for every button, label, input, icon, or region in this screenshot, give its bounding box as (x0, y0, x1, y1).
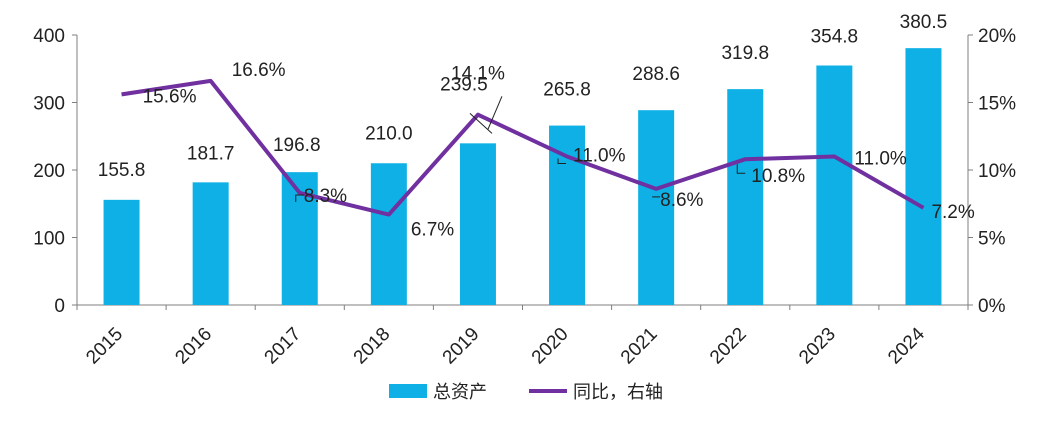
data-labels-group: 155.8 181.7 196.8 210.0 239.5 265.8 288.6 319.8… (98, 12, 975, 240)
right-tick-label: 0% (978, 296, 1006, 317)
right-tick-label: 20% (978, 26, 1016, 47)
right-tick-label: 5% (978, 229, 1006, 250)
bar-value-label: 196.8 (273, 135, 321, 156)
label-leader (295, 194, 304, 202)
x-tick-label: 2024 (884, 323, 929, 368)
bar-value-label: 380.5 (900, 12, 948, 33)
label-leader (736, 164, 746, 174)
line-group (121, 78, 925, 217)
line-value-label: 8.6% (660, 190, 703, 211)
bars-group (103, 48, 942, 306)
bar-value-label: 181.7 (187, 143, 235, 164)
bar-2023 (816, 65, 853, 305)
left-tick-label: 200 (33, 161, 65, 182)
bar-value-label: 288.6 (632, 64, 680, 85)
leader-line (469, 112, 493, 134)
bar-value-label: 239.5 (440, 74, 488, 95)
line-value-label: 8.3% (304, 186, 347, 207)
legend: 总资产 同比，右轴 (389, 382, 663, 403)
line-value-label: 16.6% (232, 60, 286, 81)
x-tick-label: 2019 (439, 324, 484, 369)
x-tick-label: 2016 (171, 324, 216, 369)
x-tick-label: 2022 (706, 324, 751, 369)
x-tick-label: 2021 (617, 324, 662, 369)
left-tick-label: 400 (33, 26, 65, 47)
axes: 0 100 200 300 400 0% 5% 10% 15% 20% 2015 2016 2017 20… (33, 26, 1016, 368)
x-tick-label: 2015 (82, 324, 127, 369)
x-tick-label: 2023 (795, 324, 840, 369)
bar-value-label: 354.8 (811, 27, 859, 48)
bar-2019 (459, 143, 496, 305)
bar-2024 (905, 48, 942, 305)
x-tick-label: 2018 (350, 324, 395, 369)
legend-swatch-bar (389, 384, 427, 398)
bar-2021 (638, 110, 675, 305)
label-leader (557, 158, 567, 164)
leader-line (487, 96, 503, 130)
x-tick-label: 2017 (261, 324, 306, 369)
bar-2018 (370, 163, 407, 305)
line-value-label: 11.0% (854, 149, 907, 170)
line-value-label: 10.8% (751, 166, 805, 187)
left-tick-label: 100 (33, 229, 65, 250)
x-tick-label: 2020 (528, 324, 573, 369)
right-tick-label: 10% (978, 161, 1016, 182)
legend-label-line: 同比，右轴 (573, 382, 663, 403)
line-value-label: 7.2% (931, 202, 974, 223)
bar-value-label: 265.8 (543, 80, 591, 101)
line-value-label: 15.6% (143, 86, 197, 107)
bar-2022 (727, 89, 764, 305)
bar-2015 (103, 199, 140, 305)
line-value-label: 14.1% (451, 64, 505, 85)
yoy-line (121, 78, 925, 217)
line-value-label: 6.7% (411, 220, 454, 241)
bar-value-label: 319.8 (721, 43, 769, 64)
legend-label-bar: 总资产 (433, 382, 487, 403)
bar-2016 (192, 182, 229, 305)
left-tick-label: 0 (54, 296, 65, 317)
bar-value-label: 155.8 (98, 160, 146, 181)
right-tick-label: 15% (978, 94, 1016, 115)
bar-value-label: 210.0 (365, 123, 413, 144)
left-tick-label: 300 (33, 94, 65, 115)
line-value-label: 11.0% (573, 146, 626, 167)
